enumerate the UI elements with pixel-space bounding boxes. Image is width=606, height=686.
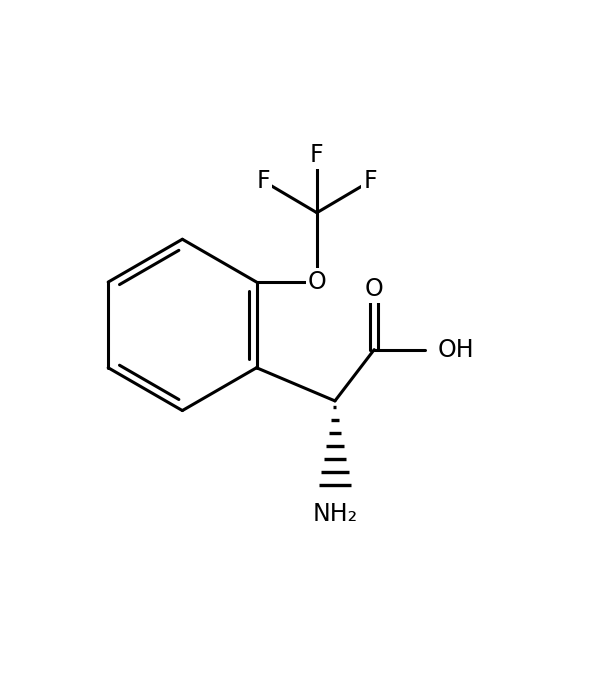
Text: F: F <box>310 143 324 167</box>
Text: O: O <box>365 277 384 301</box>
Text: NH₂: NH₂ <box>313 502 358 526</box>
Text: OH: OH <box>438 338 474 362</box>
Text: F: F <box>363 169 377 193</box>
Text: F: F <box>257 169 271 193</box>
Text: O: O <box>307 270 326 294</box>
